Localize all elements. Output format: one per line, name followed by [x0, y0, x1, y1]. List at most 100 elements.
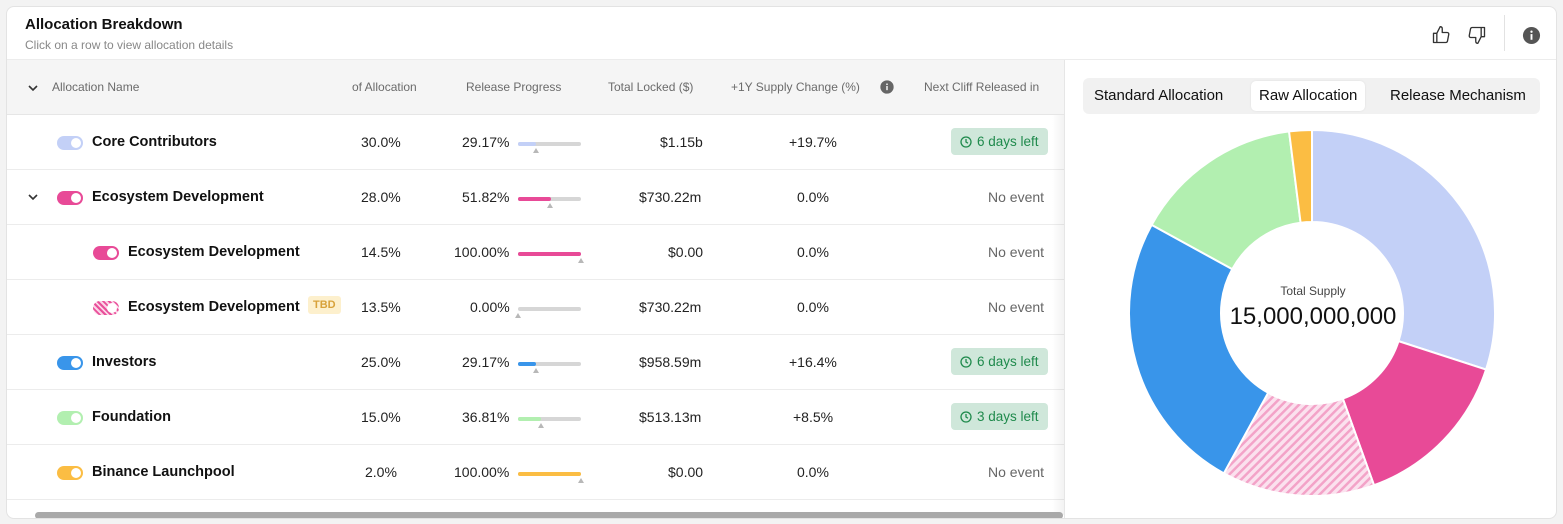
row-allocation: 13.5%	[361, 299, 401, 315]
next-cliff-text: 6 days left	[977, 354, 1039, 369]
table-row[interactable]: Binance Launchpool 2.0% 100.00% $0.00 0.…	[7, 445, 1064, 500]
table-row[interactable]: Investors 25.0% 29.17% $958.59m +16.4% 6…	[7, 335, 1064, 390]
table-row[interactable]: Foundation 15.0% 36.81% $513.13m +8.5% 3…	[7, 390, 1064, 445]
row-progress: 0.00%	[470, 299, 510, 315]
row-toggle[interactable]	[57, 411, 83, 425]
next-cliff-badge: 3 days left	[951, 403, 1048, 430]
progress-bar	[518, 197, 581, 208]
row-progress: 100.00%	[454, 244, 510, 260]
row-allocation: 28.0%	[361, 189, 401, 205]
column-header-supply-change[interactable]: +1Y Supply Change (%)	[731, 80, 860, 94]
chart-tabs: Standard Allocation Raw Allocation Relea…	[1083, 78, 1540, 114]
row-locked: $958.59m	[639, 354, 702, 370]
column-header-name[interactable]: Allocation Name	[52, 80, 140, 94]
clock-icon	[960, 135, 972, 148]
allocation-table: Allocation Name of Allocation Release Pr…	[7, 60, 1064, 518]
donut-slice[interactable]	[1311, 128, 1496, 371]
row-supply-change: +16.4%	[789, 354, 837, 370]
allocation-donut-chart	[1128, 128, 1496, 497]
progress-marker	[514, 313, 521, 318]
row-allocation: 25.0%	[361, 354, 401, 370]
row-toggle[interactable]	[57, 191, 83, 205]
next-cliff-text: 3 days left	[977, 409, 1039, 424]
allocation-chart-panel: Standard Allocation Raw Allocation Relea…	[1064, 60, 1556, 518]
row-locked: $1.15b	[660, 134, 703, 150]
donut-center-value: 15,000,000,000	[1229, 303, 1397, 330]
row-name: Ecosystem Development	[92, 189, 264, 205]
table-row[interactable]: Core Contributors 30.0% 29.17% $1.15b +1…	[7, 115, 1064, 170]
tbd-badge: TBD	[308, 296, 341, 314]
row-name: Core Contributors	[92, 134, 217, 150]
tab-release-mechanism[interactable]: Release Mechanism	[1390, 87, 1526, 104]
row-name: Investors	[92, 354, 157, 370]
column-header-allocation[interactable]: of Allocation	[352, 80, 417, 94]
row-toggle[interactable]	[57, 136, 83, 150]
row-allocation: 2.0%	[365, 464, 397, 480]
row-next-cliff: No event	[988, 189, 1045, 205]
row-next-cliff: No event	[988, 244, 1045, 260]
row-locked: $0.00	[668, 464, 704, 480]
progress-bar	[518, 252, 584, 263]
tab-standard-allocation[interactable]: Standard Allocation	[1094, 87, 1224, 104]
row-name: Ecosystem Development	[128, 244, 300, 260]
row-toggle[interactable]	[57, 466, 83, 480]
next-cliff-badge: 6 days left	[951, 128, 1048, 155]
progress-bar	[518, 472, 584, 483]
table-row[interactable]: Ecosystem Development 14.5% 100.00% $0.0…	[7, 225, 1064, 280]
progress-marker	[532, 148, 539, 153]
horizontal-scrollbar[interactable]	[35, 512, 1063, 518]
allocation-breakdown-card: Allocation Breakdown Click on a row to v…	[6, 6, 1557, 519]
supply-change-info-icon[interactable]	[880, 80, 894, 94]
table-row[interactable]: Ecosystem Development TBD 13.5% 0.00% $7…	[7, 280, 1064, 335]
progress-bar	[518, 417, 581, 428]
donut-center-label: Total Supply	[1280, 284, 1346, 298]
progress-bar-fill	[518, 472, 581, 476]
row-progress: 36.81%	[462, 409, 510, 425]
row-name: Ecosystem Development	[128, 299, 300, 315]
clock-icon	[960, 410, 972, 423]
row-supply-change: +8.5%	[793, 409, 834, 425]
row-toggle[interactable]	[57, 356, 83, 370]
donut-slice[interactable]	[1150, 130, 1302, 271]
table-header: Allocation Name of Allocation Release Pr…	[7, 60, 1064, 115]
chevron-down-icon[interactable]	[26, 190, 40, 204]
row-supply-change: 0.0%	[797, 189, 829, 205]
row-locked: $0.00	[668, 244, 704, 260]
row-allocation: 14.5%	[361, 244, 401, 260]
donut-slice[interactable]	[1128, 223, 1270, 475]
header-divider	[1504, 15, 1505, 51]
progress-marker	[577, 258, 584, 263]
progress-marker	[532, 368, 539, 373]
card-subtitle: Click on a row to view allocation detail…	[25, 38, 234, 52]
thumbs-down-icon[interactable]	[1466, 24, 1488, 46]
row-locked: $730.22m	[639, 299, 702, 315]
tab-raw-allocation[interactable]: Raw Allocation	[1251, 81, 1366, 111]
info-icon[interactable]	[1520, 24, 1542, 46]
row-allocation: 15.0%	[361, 409, 401, 425]
clock-icon	[960, 355, 972, 368]
donut-slice[interactable]	[1287, 128, 1313, 224]
row-toggle[interactable]	[93, 301, 119, 315]
row-next-cliff: No event	[988, 464, 1045, 480]
progress-bar-fill	[518, 362, 537, 366]
card-title: Allocation Breakdown	[25, 16, 183, 33]
progress-marker	[537, 423, 544, 428]
progress-marker	[577, 478, 584, 483]
row-toggle[interactable]	[93, 246, 119, 260]
table-row[interactable]: Ecosystem Development 28.0% 51.82% $730.…	[7, 170, 1064, 225]
progress-bar-fill	[518, 252, 581, 256]
progress-bar	[518, 362, 581, 373]
column-header-next-cliff[interactable]: Next Cliff Released in	[924, 80, 1040, 94]
row-progress: 29.17%	[462, 134, 510, 150]
collapse-all-chevron-icon[interactable]	[26, 81, 40, 95]
progress-bar	[518, 142, 581, 153]
progress-marker	[547, 203, 554, 208]
row-progress: 100.00%	[454, 464, 510, 480]
column-header-progress[interactable]: Release Progress	[466, 80, 562, 94]
progress-bar	[514, 307, 581, 318]
next-cliff-badge: 6 days left	[951, 348, 1048, 375]
column-header-locked[interactable]: Total Locked ($)	[608, 80, 694, 94]
thumbs-up-icon[interactable]	[1430, 24, 1452, 46]
row-allocation: 30.0%	[361, 134, 401, 150]
progress-bar-fill	[518, 142, 537, 146]
